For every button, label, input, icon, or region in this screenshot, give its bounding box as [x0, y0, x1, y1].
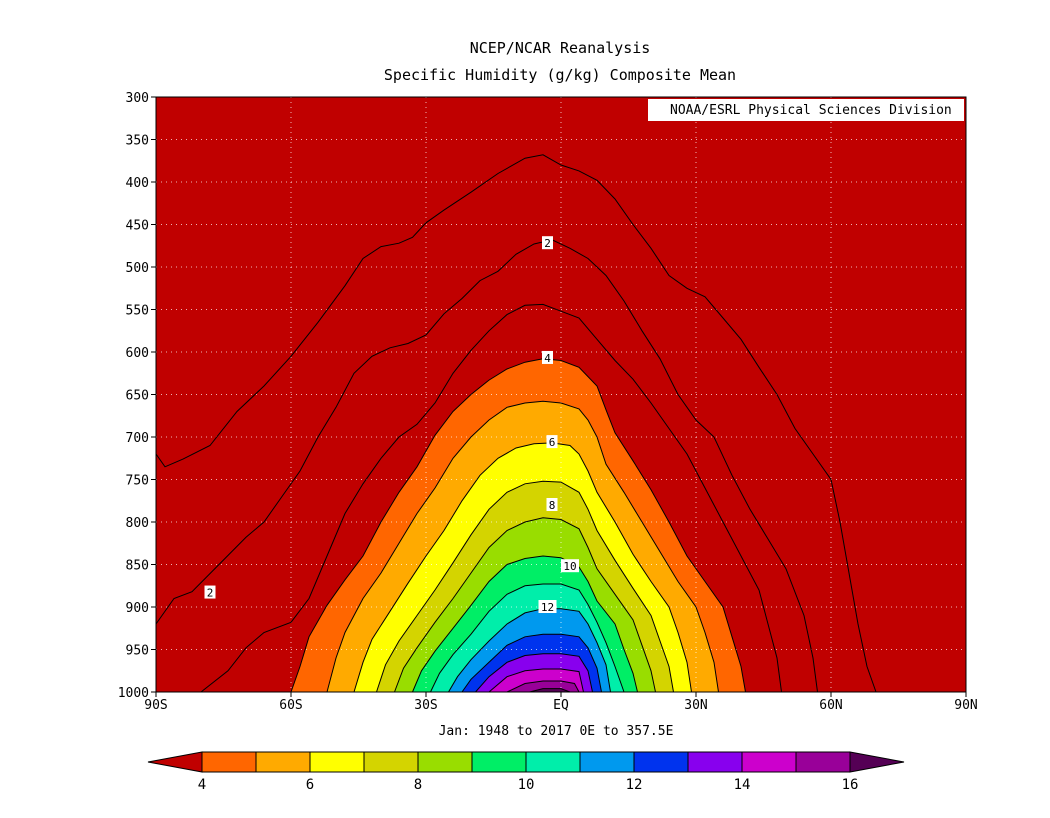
contour-label-box — [538, 600, 557, 613]
contour-line-9 — [412, 555, 638, 693]
chart-title: NCEP/NCAR Reanalysis — [470, 39, 651, 57]
contour-label-box — [542, 350, 553, 364]
contour-label: 10 — [563, 560, 576, 573]
contour-line-3 — [200, 303, 782, 693]
colorbar-tick-label: 14 — [734, 777, 751, 793]
contour-label-box — [546, 498, 558, 511]
x-tick-label: 30N — [684, 698, 707, 713]
colorbar-tick-label: 4 — [198, 777, 206, 793]
contour-label: 2 — [544, 237, 551, 250]
x-tick-label: 60S — [279, 698, 302, 713]
y-tick-label: 450 — [126, 219, 149, 234]
colorbar-swatch — [363, 751, 419, 773]
x-tick-label: 60N — [819, 698, 842, 713]
colorbar-swatch — [741, 751, 797, 773]
colorbar-swatch — [633, 751, 689, 773]
colorbar-swatch — [795, 751, 851, 773]
contour-line-8 — [394, 517, 656, 693]
colorbar-tick-label: 6 — [306, 777, 314, 793]
y-tick-label: 500 — [126, 261, 149, 276]
y-tick-label: 300 — [126, 91, 149, 106]
contour-line-14 — [488, 668, 584, 693]
contour-line-6 — [353, 442, 692, 693]
y-tick-label: 700 — [126, 431, 149, 446]
colorbar-tick-label: 8 — [414, 777, 422, 793]
colorbar-swatch — [525, 751, 581, 773]
contour-line-7 — [376, 480, 674, 693]
y-tick-label: 600 — [126, 346, 149, 361]
colorbar-tick-label: 12 — [626, 777, 643, 793]
contour-line-13 — [475, 653, 593, 693]
colorbar-tick-label: 16 — [842, 777, 859, 793]
contour-label: 8 — [549, 499, 556, 512]
x-tick-label: 90N — [954, 698, 977, 713]
y-tick-label: 750 — [126, 474, 149, 489]
colorbar-swatch — [255, 751, 311, 773]
fill-band-16 — [529, 688, 570, 692]
y-tick-label: 1000 — [118, 686, 149, 701]
contour-label: 6 — [549, 436, 556, 449]
y-tick-label: 800 — [126, 516, 149, 531]
credit-text: NOAA/ESRL Physical Sciences Division — [670, 103, 952, 118]
contour-line-4 — [290, 358, 746, 693]
x-tick-label: EQ — [553, 698, 569, 713]
colorbar-swatch — [579, 751, 635, 773]
y-tick-label: 850 — [126, 559, 149, 574]
colorbar-over-arrow — [849, 751, 905, 773]
grid-lines — [156, 97, 966, 692]
y-axis: 300 350 400 450 500 550 600 650 700 750 800 850 900 9… — [118, 91, 156, 701]
contour-line-10 — [430, 583, 625, 693]
colorbar: 4 6 8 10 12 14 16 — [147, 751, 905, 793]
colorbar-swatch — [201, 751, 257, 773]
y-tick-label: 650 — [126, 389, 149, 404]
contour-labels: 2 2 4 6 8 10 12 — [204, 236, 579, 614]
contour-label-box — [546, 435, 558, 449]
contour-line-5 — [326, 400, 719, 693]
contour-label-box — [204, 585, 216, 599]
chart-subtitle: Specific Humidity (g/kg) Composite Mean — [384, 66, 736, 84]
contour-label: 12 — [541, 601, 554, 614]
contour-lines — [155, 154, 877, 693]
colorbar-tick-label: 10 — [518, 777, 535, 793]
colorbar-swatch — [417, 751, 473, 773]
contour-label: 2 — [207, 587, 214, 600]
contour-label-box — [542, 236, 553, 250]
contour-line-12 — [461, 633, 602, 693]
y-tick-label: 950 — [126, 644, 149, 659]
colorbar-swatch — [687, 751, 743, 773]
credit-box — [648, 99, 964, 121]
contour-line-16 — [529, 688, 571, 693]
contour-line-1 — [155, 154, 877, 693]
contour-label-box — [561, 559, 579, 573]
colorbar-swatch — [471, 751, 527, 773]
contour-label: 4 — [544, 352, 551, 365]
colorbar-under-arrow — [147, 751, 203, 773]
contour-line-15 — [506, 680, 580, 693]
x-axis-label: Jan: 1948 to 2017 0E to 357.5E — [439, 724, 674, 739]
x-tick-label: 30S — [414, 698, 437, 713]
y-tick-label: 550 — [126, 304, 149, 319]
y-tick-label: 400 — [126, 176, 149, 191]
colorbar-swatch — [309, 751, 365, 773]
contour-fill — [156, 97, 966, 693]
y-tick-label: 350 — [126, 134, 149, 149]
y-tick-label: 900 — [126, 601, 149, 616]
x-tick-label: 90S — [144, 698, 167, 713]
x-axis: 90S 60S 30S EQ 30N 60N 90N — [144, 692, 978, 713]
contour-line-2 — [155, 239, 818, 693]
